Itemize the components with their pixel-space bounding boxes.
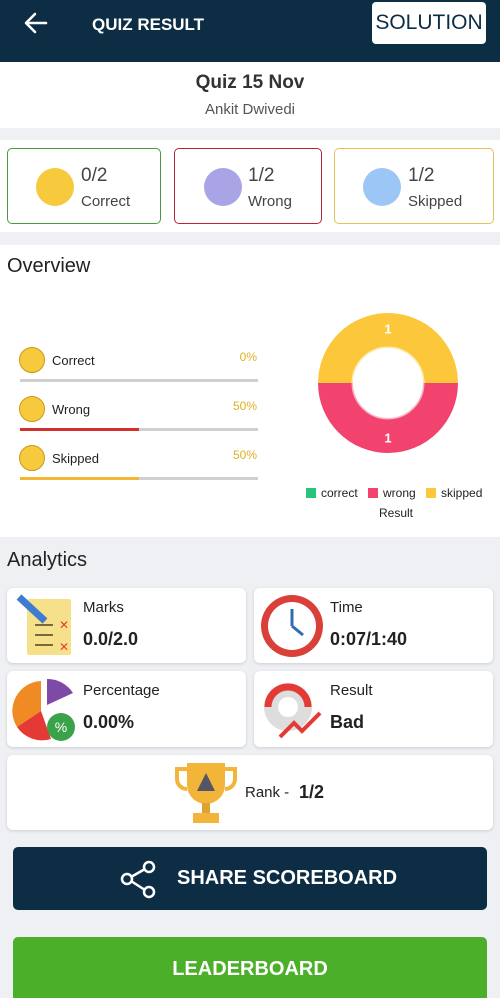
section-title: Analytics [7, 549, 88, 571]
result-card: Result Bad [254, 671, 493, 747]
emoji-icon [36, 168, 74, 206]
card-label: Result [330, 682, 373, 699]
wrong-card: 1/2 Wrong [174, 148, 322, 224]
row-label: Skipped [52, 451, 99, 466]
svg-text:%: % [55, 719, 67, 735]
emoji-icon [204, 168, 242, 206]
row-label: Wrong [52, 402, 91, 417]
share-icon [120, 860, 156, 899]
progress-bar [20, 428, 139, 431]
segment-label: 1 [384, 431, 391, 446]
chart-title: Result [379, 506, 414, 520]
quiz-info: Quiz 15 Nov Ankit Dwivedi [0, 62, 500, 128]
donut-hole-ring [351, 346, 425, 420]
back-arrow[interactable] [24, 12, 48, 34]
gauge-icon [264, 683, 322, 739]
summary-label: Wrong [248, 193, 292, 210]
summary-row: 0/2 Correct 1/2 Wrong 1/2 Skipped [0, 140, 500, 232]
page-title: QUIZ RESULT [92, 15, 205, 34]
card-value: 0.0/2.0 [83, 629, 139, 649]
summary-value: 1/2 [248, 165, 275, 186]
segment-label: 1 [384, 322, 391, 337]
card-value: 0:07/1:40 [330, 629, 408, 649]
time-card: Time 0:07/1:40 [254, 588, 493, 663]
overview-section: Overview Correct 0% Wrong 50% Skipped 50% 1 1 c… [0, 245, 500, 537]
app-bar: QUIZ RESULT SOLUTION [0, 0, 500, 62]
card-value: 0.00% [83, 712, 135, 732]
progress-track [20, 379, 258, 382]
progress-track [20, 428, 258, 431]
rank-card: Rank - 1/2 [7, 755, 493, 830]
legend-swatch [306, 488, 316, 498]
pie-icon: % [12, 678, 75, 741]
row-label: Correct [52, 353, 95, 368]
legend-swatch [368, 488, 378, 498]
button-label: SHARE SCOREBOARD [177, 867, 398, 889]
legend-label: skipped [441, 486, 482, 500]
card-label: Marks [83, 599, 124, 616]
leaderboard-button[interactable]: LEADERBOARD [13, 937, 487, 998]
legend-label: wrong [382, 486, 416, 500]
emoji-icon [19, 445, 45, 471]
clock-icon [261, 595, 323, 657]
marks-card: ✕ ✕ Marks 0.0/2.0 [7, 588, 246, 663]
correct-card: 0/2 Correct [7, 148, 161, 224]
summary-label: Skipped [408, 193, 463, 210]
progress-track [20, 477, 258, 480]
emoji-icon [19, 347, 45, 373]
quiz-name: Quiz 15 Nov [195, 72, 305, 93]
donut-chart: 1 1 correct wrong skipped Result [306, 313, 482, 520]
section-title: Overview [7, 255, 91, 277]
row-value: 0% [239, 350, 257, 364]
svg-text:✕: ✕ [59, 640, 69, 654]
emoji-icon [19, 396, 45, 422]
emoji-icon [363, 168, 401, 206]
row-value: 50% [232, 399, 257, 413]
card-label: Percentage [83, 682, 160, 699]
rank-value: 1/2 [299, 782, 325, 802]
button-label: LEADERBOARD [172, 958, 328, 980]
percentage-card: % Percentage 0.00% [7, 671, 246, 747]
skipped-card: 1/2 Skipped [334, 148, 494, 224]
summary-label: Correct [81, 193, 131, 210]
legend-label: correct [321, 486, 358, 500]
user-name: Ankit Dwivedi [204, 101, 296, 118]
svg-text:✕: ✕ [59, 618, 69, 632]
solution-button[interactable]: SOLUTION [372, 2, 486, 44]
card-label: Time [330, 599, 363, 616]
legend-swatch [426, 488, 436, 498]
rank-label: Rank - [245, 784, 290, 801]
summary-value: 0/2 [81, 165, 108, 186]
summary-value: 1/2 [408, 165, 435, 186]
progress-bar [20, 477, 139, 480]
row-value: 50% [232, 448, 257, 462]
share-button[interactable]: SHARE SCOREBOARD [13, 847, 487, 910]
card-value: Bad [330, 712, 365, 732]
trophy-icon [175, 763, 237, 823]
marks-icon: ✕✕ [16, 594, 71, 655]
